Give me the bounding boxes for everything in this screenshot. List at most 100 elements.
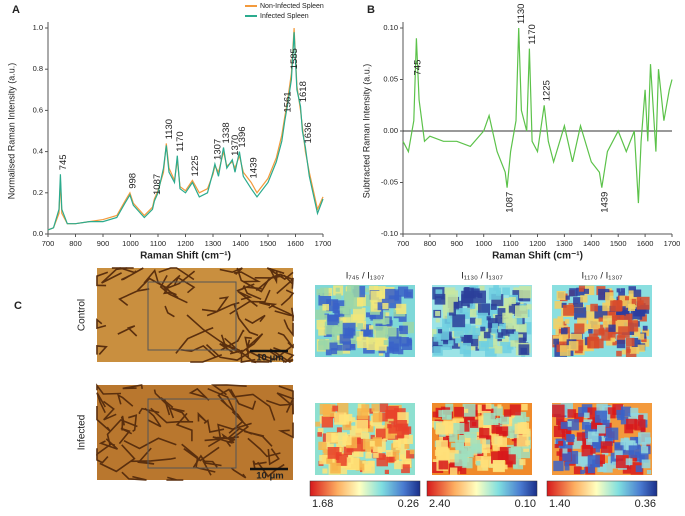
heatmap-cell xyxy=(472,333,478,339)
heatmap-cell xyxy=(588,455,600,467)
heatmap-cell xyxy=(601,441,613,453)
heatmap-cell xyxy=(625,296,629,300)
heatmap-cell xyxy=(464,288,474,298)
heatmap-cell xyxy=(370,291,382,303)
heatmap-cell xyxy=(448,340,454,346)
x-tick-label: 1700 xyxy=(664,239,681,248)
heatmap-cell xyxy=(442,319,451,328)
heatmap-cell xyxy=(597,425,606,434)
heatmap-cell xyxy=(439,460,449,470)
heatmap-cell xyxy=(433,334,441,342)
x-tick-label: 1100 xyxy=(503,239,519,248)
peak-label: 1561 xyxy=(282,91,293,112)
x-tick-label: 1400 xyxy=(583,239,600,248)
heatmap-cell xyxy=(365,288,369,292)
heatmap-cell xyxy=(336,288,340,292)
heatmap-cell xyxy=(480,286,485,291)
heatmap-cell xyxy=(519,459,525,465)
heatmap-cell xyxy=(499,426,508,435)
heatmap-cell xyxy=(588,329,593,334)
colorbar-max: 1.68 xyxy=(312,498,333,510)
heatmap-cell xyxy=(317,432,322,437)
heatmap-cell xyxy=(398,287,408,297)
heatmap-cell xyxy=(404,435,413,444)
heatmap-cell xyxy=(506,318,517,329)
peak-label: 1225 xyxy=(190,155,201,176)
heatmap-cell xyxy=(563,305,574,316)
heatmap-cell xyxy=(506,454,516,464)
y-tick-label: 0.4 xyxy=(33,147,43,156)
x-tick-label: 700 xyxy=(42,239,55,248)
heatmap-cell xyxy=(475,318,482,325)
scale-bar-label: 10 μm xyxy=(256,471,283,482)
heatmap-cell xyxy=(394,461,403,470)
peak-label: 1087 xyxy=(505,192,516,213)
heatmap-cell xyxy=(436,422,448,434)
heatmap-cell xyxy=(602,303,611,312)
y-axis-title: Normalised Raman Intensity (a.u.) xyxy=(6,63,16,200)
heatmap-cell xyxy=(389,337,402,350)
heatmap-cell xyxy=(509,297,516,304)
heatmap-cell xyxy=(603,463,612,472)
x-tick-label: 700 xyxy=(397,239,410,248)
heatmap-cell xyxy=(471,434,477,440)
heatmap-cell xyxy=(496,291,501,296)
heatmap-cell xyxy=(487,316,491,320)
heatmap-cell xyxy=(569,288,577,296)
heatmap-cell xyxy=(438,450,444,456)
heatmap-cell xyxy=(568,409,577,418)
micrograph xyxy=(97,385,293,480)
heatmap-cell xyxy=(580,470,584,474)
legend-label: Non-Infected Spleen xyxy=(260,3,324,10)
heatmap-cell xyxy=(370,441,376,447)
colorbar-min: 0.26 xyxy=(398,498,419,510)
panel-label: B xyxy=(367,4,375,16)
heatmap-cell xyxy=(555,444,559,448)
heatmap-cell xyxy=(460,468,466,474)
peak-label: 1130 xyxy=(164,119,175,139)
peak-label: 1618 xyxy=(298,81,309,102)
heatmap-cell xyxy=(435,294,446,305)
heatmap-cell xyxy=(608,325,615,332)
heatmap-cell xyxy=(334,303,340,309)
y-tick-label: 0.6 xyxy=(33,105,43,114)
peak-label: 1396 xyxy=(237,126,248,147)
heatmap-cell xyxy=(332,406,338,412)
heatmap-cell xyxy=(504,409,511,416)
heatmap-cell xyxy=(315,422,320,427)
x-tick-label: 1500 xyxy=(610,239,627,248)
heatmap-cell xyxy=(322,304,329,311)
row-label: Control xyxy=(77,299,88,331)
heatmap-cell xyxy=(364,464,371,471)
heatmap-cell xyxy=(638,345,645,352)
row-label: Infected xyxy=(77,415,88,451)
peak-label: 1225 xyxy=(542,80,553,101)
heatmap-cell xyxy=(398,349,403,354)
heatmap-cell xyxy=(385,312,389,316)
peak-label: 1170 xyxy=(527,24,538,44)
heatmap-cell xyxy=(480,327,485,332)
y-tick-label: 0.10 xyxy=(383,23,398,32)
heatmap-cell xyxy=(369,325,373,329)
heatmap-cell xyxy=(410,449,415,454)
heatmap-cell xyxy=(433,346,443,356)
heatmap-cell xyxy=(606,428,618,440)
heatmap-cell xyxy=(479,428,489,438)
heatmap-cell xyxy=(610,300,622,312)
heatmap-cell xyxy=(382,303,388,309)
heatmap-cell xyxy=(510,404,521,415)
heatmap-cell xyxy=(435,311,440,316)
scale-bar-label: 10 μm xyxy=(256,353,283,364)
heatmap-cell xyxy=(396,304,406,314)
heatmap-cell xyxy=(386,450,393,457)
heatmap-cell xyxy=(612,316,617,321)
x-tick-label: 1300 xyxy=(556,239,573,248)
heatmap-cell xyxy=(361,404,369,412)
heatmap-cell xyxy=(323,406,331,414)
heatmap-cell xyxy=(355,420,368,433)
heatmap-cell xyxy=(453,423,464,434)
peak-label: 1439 xyxy=(599,192,610,213)
heatmap-cell xyxy=(552,405,565,418)
heatmap-cell xyxy=(566,296,570,300)
heatmap-cell xyxy=(588,432,599,443)
